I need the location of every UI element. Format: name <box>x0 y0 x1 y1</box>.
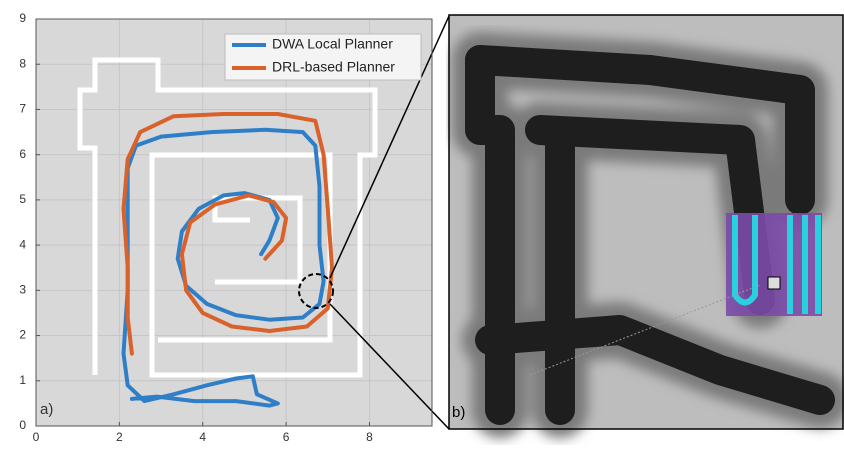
y-tick-label: 2 <box>19 328 26 342</box>
panel-label: a) <box>40 401 53 418</box>
y-tick-label: 4 <box>19 237 26 251</box>
y-tick-label: 7 <box>19 102 26 116</box>
figure: a) b) 0 2 4 6 8 0 1 2 3 4 5 6 7 8 9 DWA Local Planner DR… <box>0 0 844 449</box>
x-tick-label: 6 <box>283 430 290 444</box>
x-tick-label: 8 <box>366 430 373 444</box>
y-tick-label: 1 <box>19 373 26 387</box>
y-tick-label: 6 <box>19 147 26 161</box>
y-tick-label: 8 <box>19 56 26 70</box>
x-tick-label: 0 <box>33 430 40 444</box>
y-tick-label: 3 <box>19 283 26 297</box>
y-tick-label: 0 <box>19 418 26 432</box>
panel-label: b) <box>452 404 465 421</box>
legend-label: DRL-based Planner <box>272 59 395 75</box>
robot <box>768 277 780 289</box>
costmap-panel: b) <box>449 15 843 429</box>
x-tick-label: 2 <box>116 430 123 444</box>
x-tick-label: 4 <box>199 430 206 444</box>
legend-label: DWA Local Planner <box>272 36 393 52</box>
y-tick-label: 5 <box>19 192 26 206</box>
page: {"chart_data": {"type": "line", "panel_l… <box>0 0 844 449</box>
y-tick-label: 9 <box>19 11 26 25</box>
